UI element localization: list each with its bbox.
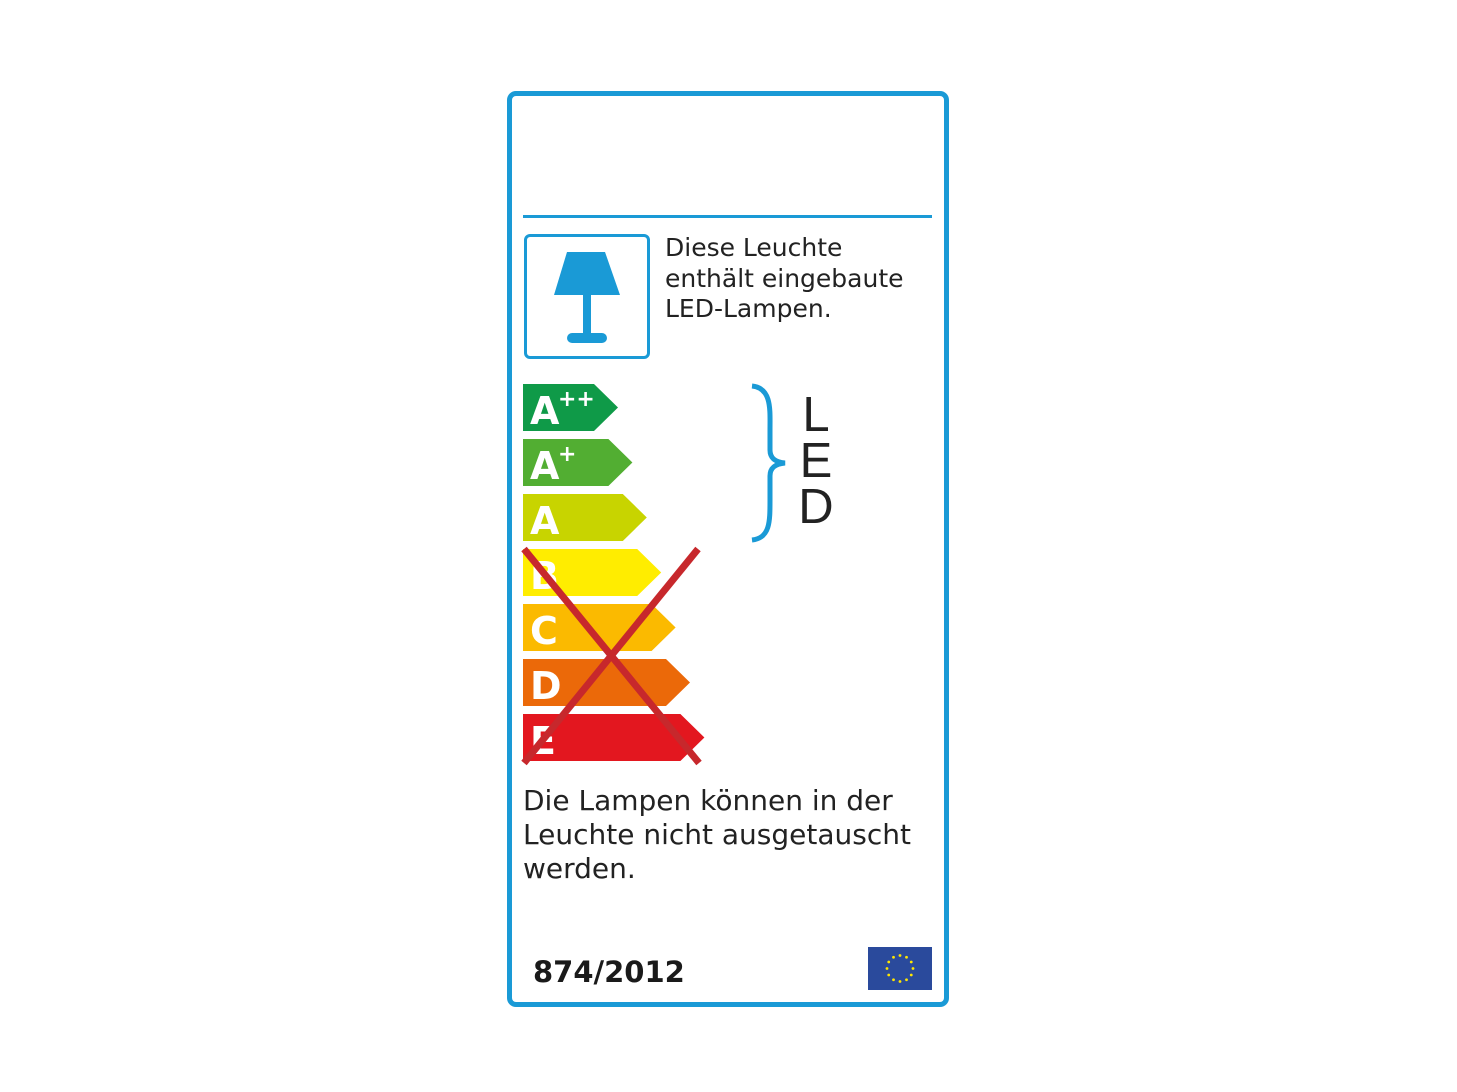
energy-class-letter: A [530,389,560,433]
table-lamp-icon [554,252,620,343]
energy-class-arrow [523,494,647,541]
energy-class-A+: A+ [523,439,633,488]
energy-class-arrow [523,384,618,431]
energy-class-superscript: ++ [558,387,595,412]
led-label: L E D [796,388,836,534]
note-line: Leuchte nicht ausgetauscht [523,818,911,851]
energy-class-A: A [523,494,647,543]
note-line: Die Lampen können in der [523,784,893,817]
header-divider [523,215,932,218]
energy-class-letter: C [530,609,558,653]
regulation-number: 874/2012 [533,955,685,989]
brace-icon [751,383,786,543]
energy-class-letter: A [530,499,560,543]
energy-class-arrow [523,714,705,761]
lamp-icon-box [524,234,650,359]
energy-class-arrow [523,439,633,486]
crossed-out-mark [521,546,702,766]
lamp-text-line: Diese Leuchte [665,233,843,262]
energy-class-letter: A [530,444,560,488]
energy-class-arrow [523,549,662,596]
eu-flag-icon [868,947,932,990]
energy-label-frame [507,91,949,1007]
note-line: werden. [523,852,636,885]
lamp-text-line: LED-Lampen. [665,294,832,323]
energy-class-C: C [523,604,676,653]
lamp-text-line: enthält eingebaute [665,263,904,293]
led-letter: L [802,388,830,442]
energy-class-A++: A++ [523,384,618,433]
led-letter: D [798,480,834,534]
led-letter: E [799,434,833,488]
energy-class-D: D [523,659,690,708]
energy-class-superscript: + [558,442,576,467]
energy-class-arrow [523,604,676,651]
energy-class-arrow [523,659,690,706]
lamp-description: Diese Leuchte enthält eingebaute LED-Lam… [665,233,904,325]
energy-class-B: B [523,549,662,598]
energy-class-letter: D [530,664,562,708]
replacement-note: Die Lampen können in der Leuchte nicht a… [523,784,933,886]
